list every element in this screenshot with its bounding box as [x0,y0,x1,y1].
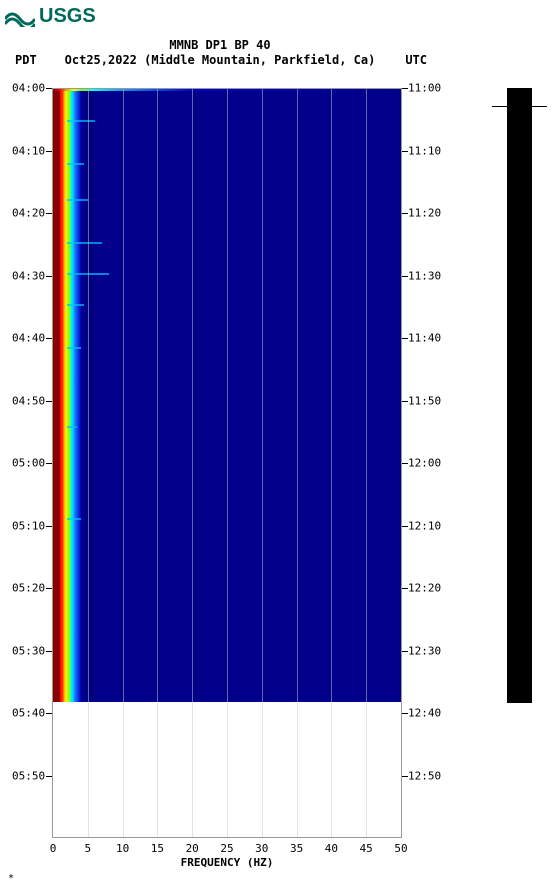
seismo-spike [492,106,507,107]
y-left-label: 04:40 [12,332,45,345]
x-tick-label: 50 [394,842,407,855]
gridline [262,89,263,837]
y-right-label: 11:50 [408,394,441,407]
y-left-label: 04:20 [12,207,45,220]
gridline [88,89,89,837]
y-left-label: 05:00 [12,457,45,470]
noise-band [67,199,88,201]
tick-mark [402,526,408,527]
y-right-label: 12:30 [408,644,441,657]
y-right-label: 11:00 [408,82,441,95]
tick-mark [46,651,52,652]
y-left-label: 04:30 [12,269,45,282]
noise-band [67,426,77,428]
y-right-label: 11:10 [408,144,441,157]
y-left-label: 04:10 [12,144,45,157]
tick-mark [402,276,408,277]
y-right-label: 12:00 [408,457,441,470]
x-tick-label: 10 [116,842,129,855]
x-tick-label: 0 [50,842,57,855]
usgs-logo: USGS [5,5,96,28]
y-right-label: 12:20 [408,582,441,595]
x-tick-label: 40 [325,842,338,855]
y-left-label: 05:40 [12,707,45,720]
x-tick-label: 5 [84,842,91,855]
x-tick-label: 45 [360,842,373,855]
tick-mark [402,776,408,777]
y-left-label: 04:00 [12,82,45,95]
seismo-spike [532,106,547,107]
footer-mark: * [8,873,14,884]
right-tz-label: UTC [405,53,427,67]
noise-band [67,304,84,306]
tick-mark [402,338,408,339]
tick-mark [46,401,52,402]
tick-mark [46,151,52,152]
tick-mark [46,776,52,777]
spectrogram-plot: FREQUENCY (HZ) 05101520253035404550 [52,88,402,838]
gridline [331,89,332,837]
y-right-label: 12:40 [408,707,441,720]
tick-mark [46,88,52,89]
x-tick-label: 15 [151,842,164,855]
x-tick-label: 25 [220,842,233,855]
tick-mark [46,276,52,277]
tick-mark [402,151,408,152]
gridline [227,89,228,837]
tick-mark [402,213,408,214]
chart-subtitle: Oct25,2022 (Middle Mountain, Parkfield, … [0,53,440,67]
tick-mark [46,213,52,214]
tick-mark [402,401,408,402]
y-right-label: 12:50 [408,769,441,782]
gridline [157,89,158,837]
y-right-label: 11:20 [408,207,441,220]
y-left-label: 05:50 [12,769,45,782]
tick-mark [402,463,408,464]
tick-mark [46,526,52,527]
gridline [297,89,298,837]
noise-band [67,347,81,349]
logo-wave-icon [5,7,35,27]
y-right-label: 12:10 [408,519,441,532]
y-left-label: 05:10 [12,519,45,532]
tick-mark [46,588,52,589]
tick-mark [402,651,408,652]
x-axis-label: FREQUENCY (HZ) [181,856,274,869]
noise-band [67,163,84,165]
noise-band [67,120,95,122]
x-tick-label: 20 [186,842,199,855]
y-left-label: 05:20 [12,582,45,595]
y-left-label: 04:50 [12,394,45,407]
tick-mark [402,588,408,589]
tick-mark [46,713,52,714]
y-right-label: 11:30 [408,269,441,282]
tick-mark [46,463,52,464]
y-left-label: 05:30 [12,644,45,657]
chart-title: MMNB DP1 BP 40 [0,38,440,52]
x-tick-label: 35 [290,842,303,855]
y-right-label: 11:40 [408,332,441,345]
gridline [123,89,124,837]
seismogram-trace [507,88,532,703]
tick-mark [402,713,408,714]
noise-band [67,518,81,520]
x-tick-label: 30 [255,842,268,855]
gridline [366,89,367,837]
gridline [192,89,193,837]
tick-mark [46,338,52,339]
logo-text: USGS [39,5,96,28]
tick-mark [402,88,408,89]
noise-band [67,242,102,244]
